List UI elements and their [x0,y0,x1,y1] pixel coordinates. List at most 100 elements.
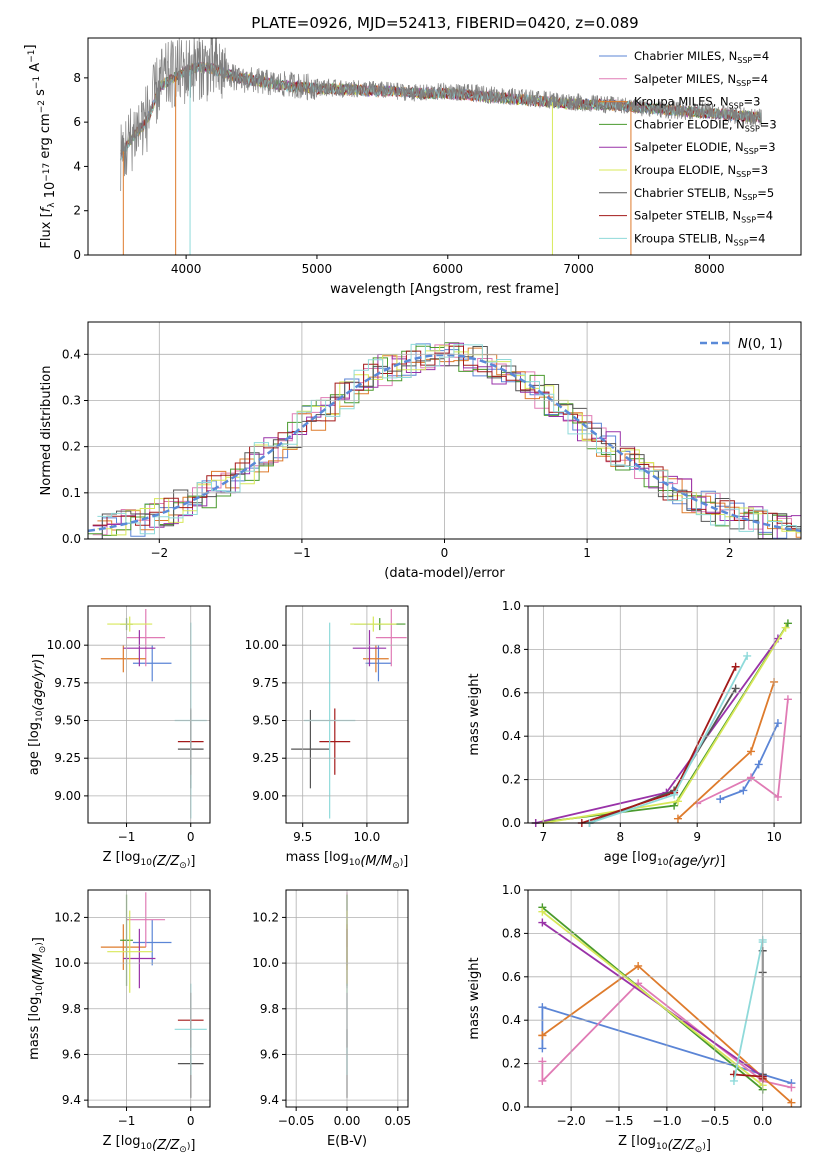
y-tick-label: 9.6 [62,1047,81,1061]
x-tick-label: 7 [540,830,548,844]
x-tick-label: 0 [441,546,449,560]
y-tick-label: 9.4 [260,1093,279,1107]
y-tick-label: 10.00 [245,638,279,652]
mass-weight-vs-age-labels: age [log10(age/yr)] mass weight [467,673,725,869]
spectrum-labels: wavelength [Angstrom, rest frame] Flux [f… [23,44,559,297]
errorbar-salpeter-elodie [123,928,156,989]
legend-entry-salpeter-elodie: Salpeter ELODIE, NSSP=3 [634,140,776,156]
y-tick-label: 0.2 [62,440,81,454]
legend-entry-salpeter-miles: Salpeter MILES, NSSP=4 [634,72,768,88]
x-tick-label: 7000 [563,262,594,276]
y-tick-label: 8 [73,71,81,85]
data-point [747,773,756,782]
observed-spectrum [120,38,762,192]
errorbar-kroupa-miles [100,645,146,673]
data-point [783,619,792,628]
x-tick-label: 10.0 [354,830,381,844]
legend-entry-normal: N(0, 1) [738,337,783,352]
spectrum-legend: Chabrier MILES, NSSP=4 Salpeter MILES, NS… [599,49,777,247]
y-tick-label: 9.75 [54,676,81,690]
age-vs-Z-axes: −1 0 9.00 9.25 9.50 9.75 10.00 [47,605,211,844]
mass-vs-Z-axes: −1 0 9.4 9.6 9.8 10.0 10.2 [54,889,211,1128]
y-tick-label: 4 [73,159,81,173]
y-tick-label: 9.8 [62,1002,81,1016]
data-point [783,695,792,704]
data-point [538,1057,547,1066]
residuals-axes: −2 −1 0 1 2 0.0 0.1 0.2 0.3 0.4 [62,321,802,560]
y-tick-label: 10.2 [252,910,279,924]
mass-vs-ebv-frame [285,889,409,1108]
x-tick-label: 10 [766,830,781,844]
errorbar-kroupa-miles [100,924,146,970]
errorbar-kroupa-elodie [107,910,153,993]
y-tick-label: 9.00 [252,789,279,803]
errorbar-salpeter-miles [126,892,166,948]
data-point [743,651,752,660]
errorbar-chabrier-stelib [291,709,330,789]
y-tick-label: 9.6 [260,1047,279,1061]
y-tick-label: 10.00 [47,638,81,652]
data-point [731,662,740,671]
mass-vs-ebv-axes: −0.05 0.00 0.05 9.4 9.6 9.8 10.0 10.2 [252,889,411,1128]
age-vs-Z-frame [87,605,211,824]
errorbar-kroupa-elodie [107,616,153,632]
residuals-labels: (data-model)/error Normed distribution [39,366,505,581]
y-tick-label: 9.25 [252,751,279,765]
y-tick-label: 0.4 [502,729,521,743]
errorbar-salpeter-elodie [123,630,156,667]
mass-weight-vs-Z-x-axis-label: Z [log10(Z/Z⊙)] [618,1134,711,1155]
errorbar-salpeter-stelib [319,708,351,775]
y-tick-label: 0.1 [62,486,81,500]
data-point [634,961,643,970]
legend-entry-kroupa-stelib: Kroupa STELIB, NSSP=4 [634,231,765,247]
mass-weight-vs-Z-frame [527,889,802,1108]
data-point [787,1098,796,1107]
mass-vs-Z-labels: Z [log10(Z/Z⊙)] mass [log10(M/M⊙)] [27,937,195,1155]
y-tick-label: 0.4 [62,347,81,361]
y-tick-label: 10.2 [54,910,81,924]
mass-weight-vs-age-y-axis-label: mass weight [467,673,482,755]
y-tick-label: 0.0 [62,532,81,546]
y-tick-label: 10.0 [252,956,279,970]
y-tick-label: 9.4 [62,1093,81,1107]
x-tick-label: 5000 [302,262,333,276]
y-tick-label: 0.8 [502,926,521,940]
data-point [538,907,547,916]
errorbar-salpeter-miles [126,609,166,667]
y-tick-label: 1.0 [502,883,521,897]
y-tick-label: 0.4 [502,1013,521,1027]
spectrum-panel: Chabrier MILES, NSSP=4 Salpeter MILES, NS… [120,38,777,255]
y-tick-label: 1.0 [502,599,521,613]
y-tick-label: 0.6 [502,686,521,700]
residuals-frame [87,321,802,540]
spectrum-frame [87,37,802,256]
y-tick-label: 0.2 [502,1057,521,1071]
series-line [696,699,789,805]
data-point [716,795,725,804]
y-tick-label: 9.25 [54,751,81,765]
y-tick-label: 2 [73,204,81,218]
spectrum-y-axis-label: Flux [fλ 10−17 erg cm−2 s−1 A−1] [23,44,58,248]
age-vs-mass-axes: 9.5 10.0 9.00 9.25 9.50 9.75 10.00 [245,605,409,844]
data-point [538,918,547,927]
x-tick-label: −0.05 [278,1114,315,1128]
legend-entry-chabrier-elodie: Chabrier ELODIE, NSSP=3 [634,117,777,133]
x-tick-label: 6000 [432,262,463,276]
y-tick-label: 0.2 [502,773,521,787]
data-point [747,747,756,756]
x-tick-label: 2 [726,546,734,560]
x-tick-label: 0.0 [753,1114,772,1128]
mass-vs-ebv-x-axis-label: E(B-V) [327,1134,367,1149]
x-tick-label: 8 [616,830,624,844]
mass-weight-vs-Z-labels: Z [log10(Z/Z⊙)] mass weight [467,957,711,1155]
mass-weight-vs-age-axes: 7 8 9 10 0.0 0.2 0.4 0.6 0.8 1.0 [502,599,802,844]
age-vs-Z-x-axis-label: Z [log10(Z/Z⊙)] [103,850,196,871]
data-point [787,1083,796,1092]
spectrum-axes: 4000 5000 6000 7000 8000 0 2 4 6 8 [73,37,802,276]
spectrum-plot-area [120,38,762,255]
residuals-legend: N(0, 1) [700,337,783,352]
data-point [729,1076,738,1085]
mass-weight-vs-Z-axes: −2.0 −1.5 −1.0 −0.5 0.0 0.0 0.2 0.4 0.6 0.8 1.0 [502,883,802,1128]
mass-vs-Z-x-axis-label: Z [log10(Z/Z⊙)] [103,1134,196,1155]
